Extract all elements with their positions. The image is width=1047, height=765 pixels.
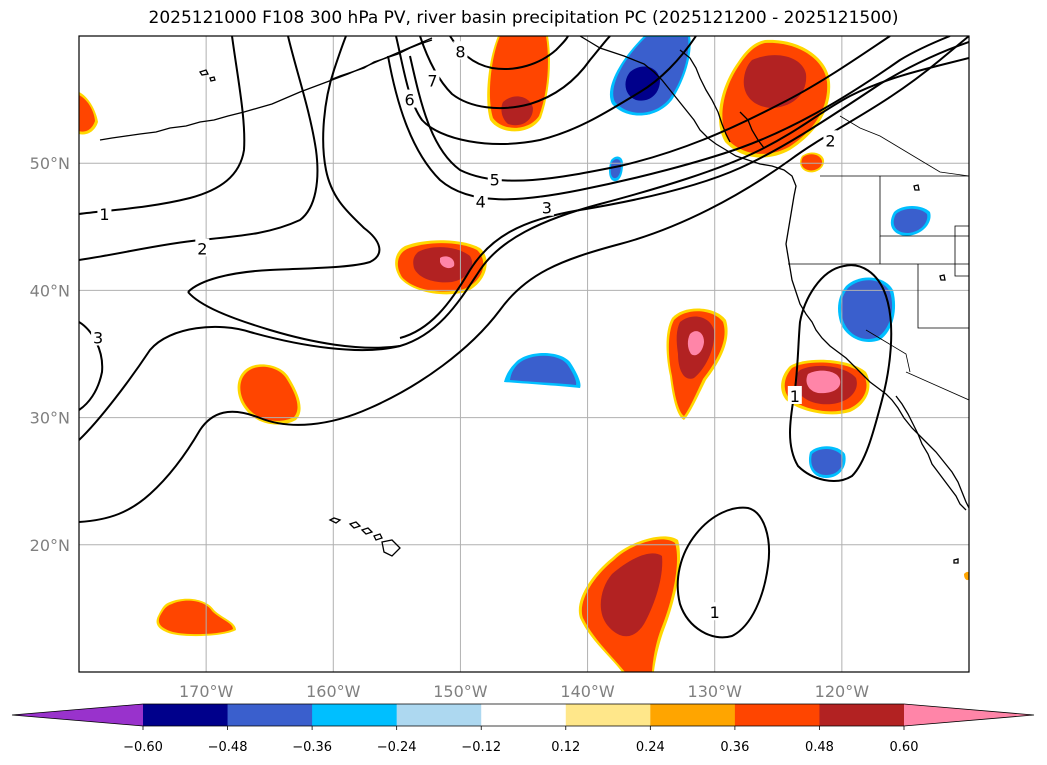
pv-contour-label: 2 <box>825 131 835 150</box>
graticule <box>79 36 969 672</box>
pv-contour-label: 2 <box>197 239 207 258</box>
colorbar-tick-label: −0.48 <box>208 740 248 755</box>
precip-blob-positive <box>156 598 236 637</box>
precip-blob-positive <box>487 36 550 132</box>
contour-label-background <box>195 238 210 257</box>
colorbar-segment <box>819 704 905 726</box>
contour-label-background <box>823 130 838 149</box>
colorbar-segment <box>396 704 482 726</box>
pv-contour-label: 8 <box>455 42 465 61</box>
colorbar-segment <box>312 704 398 726</box>
pv-contour-label: 3 <box>542 199 552 218</box>
precip-blob-negative <box>609 36 691 116</box>
colorbar-tick-label: −0.36 <box>292 740 332 755</box>
latitude-tick-label: 20°N <box>30 536 70 555</box>
precip-blob-positive <box>666 308 728 420</box>
colorbar-segment <box>650 704 736 726</box>
pv-contour-label: 1 <box>790 387 800 406</box>
contour-label-background <box>402 89 417 108</box>
pv-contour-label: 5 <box>490 171 500 190</box>
coastlines <box>99 36 969 564</box>
precip-blob-positive <box>79 92 98 135</box>
longitude-tick-label: 170°W <box>179 682 234 701</box>
colorbar-tick-label: −0.24 <box>377 740 417 755</box>
colorbar-segment <box>143 704 229 726</box>
map-area: 1 2 3 45 3 678 2 1 1 <box>79 36 969 672</box>
latitude-tick-label: 40°N <box>30 281 70 300</box>
pv-contour-label: 7 <box>427 72 437 91</box>
contour-label-background <box>97 204 112 223</box>
latitude-tick-label: 50°N <box>30 154 70 173</box>
colorbar-tick-label: −0.12 <box>461 740 501 755</box>
colorbar-tick-label: −0.60 <box>123 740 163 755</box>
colorbar-extension-max <box>904 704 1034 726</box>
colorbar-segment <box>227 704 313 726</box>
map-frame <box>78 35 970 673</box>
colorbar-tick-label: 0.12 <box>551 740 580 755</box>
colorbar-segment <box>734 704 820 726</box>
contour-label-background <box>453 41 468 60</box>
contour-label-background <box>425 70 440 89</box>
colorbar-segment <box>481 704 567 726</box>
longitude-tick-label: 120°W <box>815 682 870 701</box>
colorbar-extension-min <box>12 704 143 726</box>
longitude-tick-label: 160°W <box>306 682 361 701</box>
precip-blob-negative <box>838 277 896 342</box>
contour-label-background <box>787 385 802 404</box>
longitude-tick-label: 140°W <box>560 682 615 701</box>
pv-contour-label: 3 <box>93 328 103 347</box>
contour-label-background <box>539 197 554 216</box>
colorbar-tick-label: 0.48 <box>805 740 834 755</box>
political-borders <box>788 115 969 401</box>
pv-contour-label: 1 <box>99 205 109 224</box>
colorbar-tick-label: 0.36 <box>720 740 749 755</box>
longitude-tick-label: 130°W <box>688 682 743 701</box>
latitude-tick-label: 30°N <box>30 409 70 428</box>
precip-blob-positive <box>800 152 825 173</box>
pv-contour-labels: 1 2 3 45 3 678 2 1 1 <box>91 41 838 622</box>
colorbar-tick-label: 0.60 <box>890 740 919 755</box>
precip-blob-negative <box>808 446 846 478</box>
colorbar-tick-label: 0.24 <box>636 740 665 755</box>
contour-label-background <box>487 169 502 188</box>
precip-blob-negative <box>504 353 581 388</box>
precip-blob-negative <box>890 206 931 236</box>
pv-contour-label: 4 <box>476 192 486 211</box>
contour-label-background <box>473 191 488 210</box>
longitude-tick-label: 150°W <box>433 682 488 701</box>
contour-label-background <box>707 602 722 621</box>
colorbar-segment <box>565 704 651 726</box>
precip-blob-negative <box>609 156 623 182</box>
map-title: 2025121000 F108 300 hPa PV, river basin … <box>148 8 899 28</box>
longitude-labels: 170°W 160°W 150°W 140°W 130°W 120°W <box>179 682 869 701</box>
latitude-labels: 20°N 30°N 40°N 50°N <box>30 154 70 555</box>
contour-label-background <box>91 327 106 346</box>
pv-contour-label: 6 <box>404 91 414 110</box>
colorbar: −0.60 −0.48 −0.36 −0.24 −0.12 0.12 0.24 0.36 0.4… <box>11 703 1035 755</box>
precip-blob-positive <box>964 571 969 581</box>
pv-contour-label: 1 <box>710 603 720 622</box>
precip-blob-positive <box>237 364 301 425</box>
precip-blob-positive <box>578 536 681 672</box>
